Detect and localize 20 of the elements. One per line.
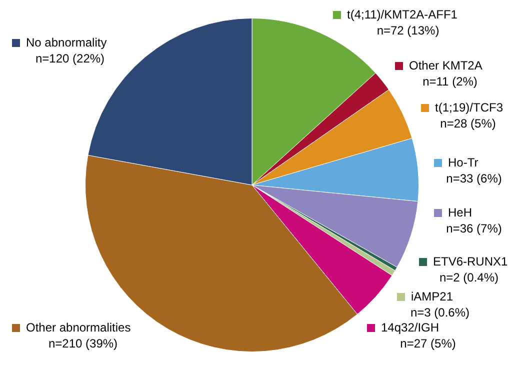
legend-label: t(4;11)/KMT2A-AFF1 bbox=[347, 7, 458, 22]
legend-label: No abnormality bbox=[26, 35, 107, 50]
data-label: n=72 (13%) bbox=[376, 23, 440, 38]
legend-label: HeH bbox=[448, 205, 472, 220]
data-label: n=210 (39%) bbox=[48, 336, 118, 350]
data-label: n=33 (6%) bbox=[446, 171, 502, 186]
data-label: n=27 (5%) bbox=[400, 336, 456, 350]
data-label: n=28 (5%) bbox=[440, 116, 496, 130]
data-label: n=2 (0.4%) bbox=[439, 270, 499, 284]
legend-label: t(1;19)/TCF3 bbox=[435, 100, 504, 114]
legend-label: iAMP21 bbox=[411, 289, 454, 304]
data-label: n=120 (22%) bbox=[35, 51, 105, 66]
data-label: n=36 (7%) bbox=[446, 221, 502, 236]
legend-label: 14q32/IGH bbox=[381, 320, 440, 334]
legend-label: Other KMT2A bbox=[409, 58, 482, 72]
data-label: n=11 (2%) bbox=[422, 74, 478, 88]
data-label: n=3 (0.6%) bbox=[410, 305, 470, 320]
legend-label: Other abnormalities bbox=[26, 320, 131, 334]
legend-label: Ho-Tr bbox=[448, 155, 478, 170]
legend-label: ETV6-RUNX1 bbox=[433, 254, 508, 268]
